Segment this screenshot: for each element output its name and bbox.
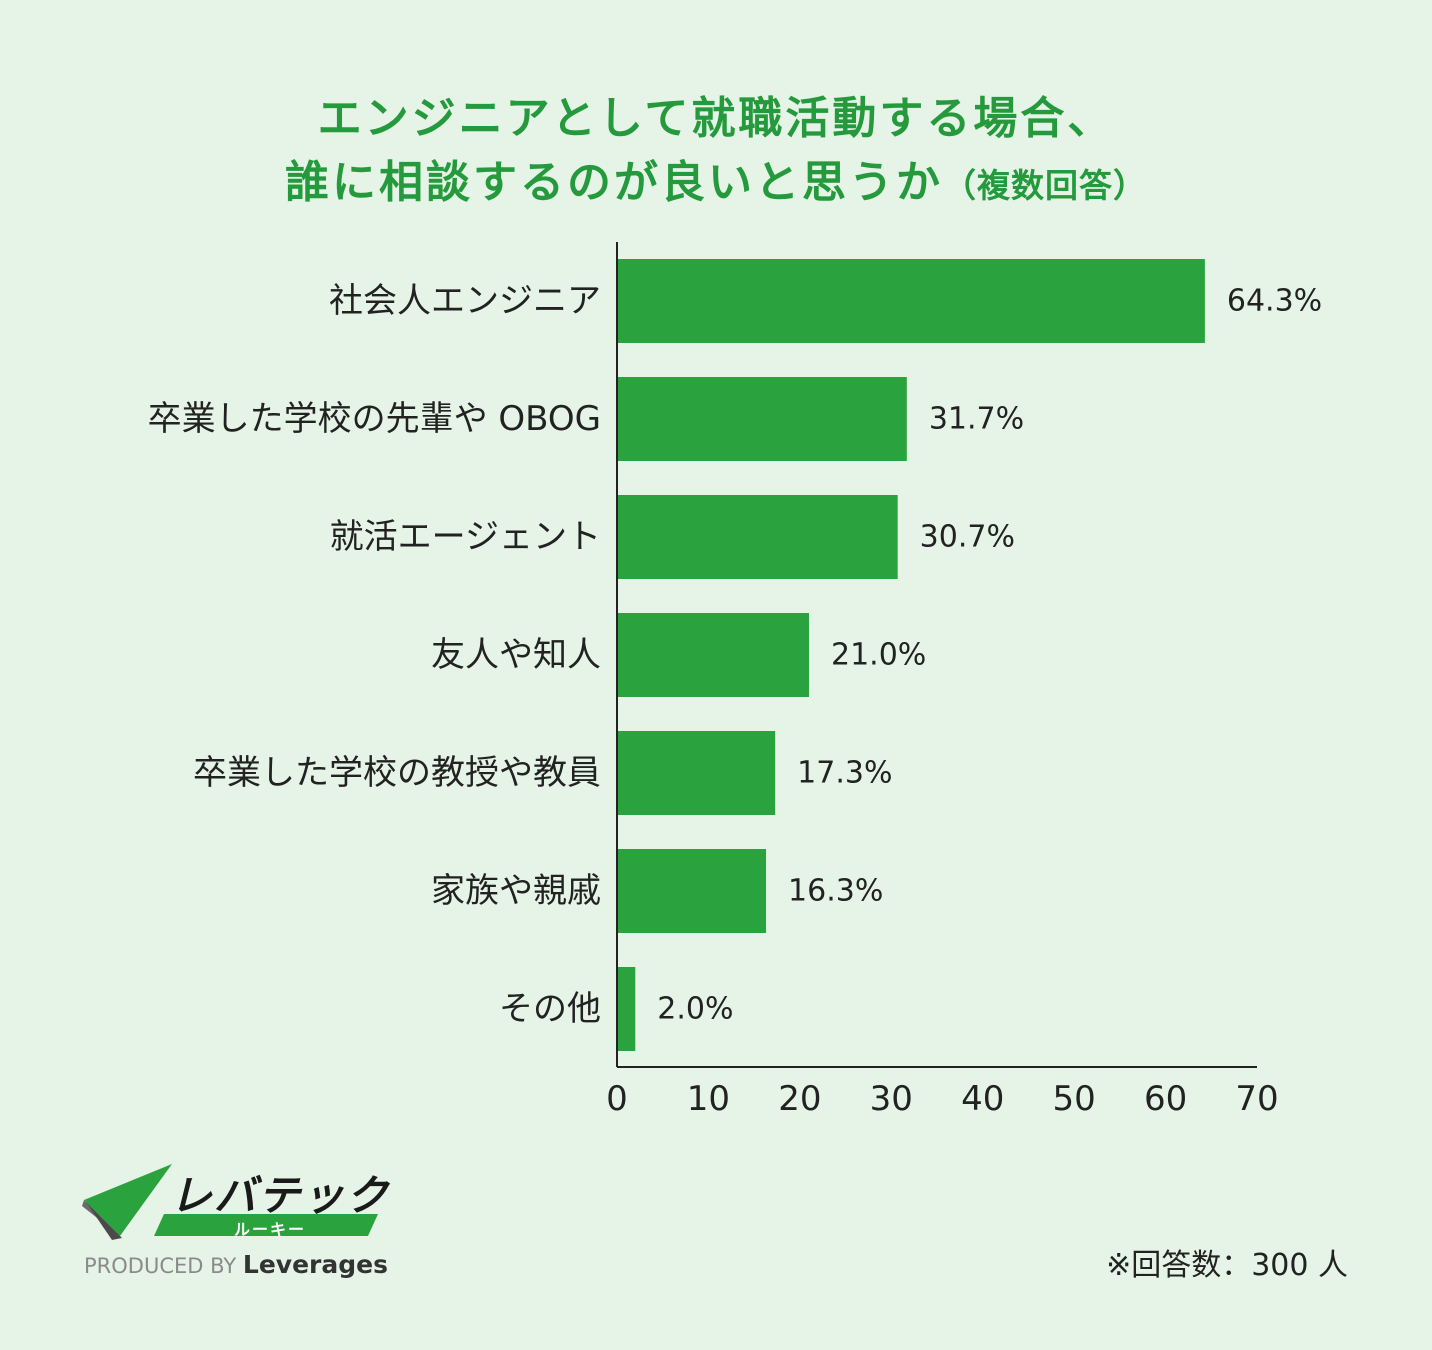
category-label: その他 [499,989,601,1029]
produced-by-label: PRODUCED BY [84,1254,237,1278]
title-text-1: エンジニアとして就職活動する場合、 [317,93,1115,144]
bar [617,495,898,579]
chart-title-line1: エンジニアとして就職活動する場合、 [0,82,1432,146]
x-tick-label: 20 [778,1079,821,1119]
x-tick-label: 70 [1235,1079,1278,1119]
x-tick-label: 0 [606,1079,628,1119]
x-tick-label: 60 [1144,1079,1187,1119]
value-label: 64.3% [1227,284,1322,319]
respondent-count-note: ※回答数：300 人 [1106,1248,1348,1283]
leverages-logo-mark [82,1164,378,1240]
bar [617,259,1205,343]
bar [617,731,776,815]
value-label: 17.3% [797,756,892,791]
category-label: 社会人エンジニア [329,281,601,321]
chart-title-line2: 誰に相談するのが良いと思うか（複数回答） [0,146,1432,210]
logo-sub: ルーキー [234,1220,307,1239]
x-tick-label: 40 [961,1079,1004,1119]
title-suffix: （複数回答） [943,166,1147,205]
value-label: 31.7% [929,402,1024,437]
category-label: 卒業した学校の先輩や OBOG [148,399,601,439]
value-label: 21.0% [831,638,926,673]
bar [617,613,809,697]
value-label: 16.3% [788,874,883,909]
bar [617,967,636,1051]
bar [617,849,767,933]
title-text-2: 誰に相談するのが良いと思うか [285,157,943,208]
value-label: 30.7% [920,520,1015,555]
x-tick-label: 10 [687,1079,730,1119]
category-label: 家族や親戚 [431,871,601,911]
logo-name: レバテック [170,1171,391,1220]
brand-name: Leverages [242,1250,388,1279]
x-tick-label: 30 [870,1079,913,1119]
category-label: 卒業した学校の教授や教員 [193,753,601,793]
value-label: 2.0% [657,992,733,1027]
x-tick-label: 50 [1053,1079,1096,1119]
category-label: 就活エージェント [330,517,601,557]
produced-by: PRODUCED BY Leverages [84,1250,388,1279]
category-label: 友人や知人 [431,635,601,675]
bar-chart: 社会人エンジニア 64.3% 卒業した学校の先輩や OBOG 31.7% 就活エージェン… [148,242,1322,1119]
bar [617,377,907,461]
